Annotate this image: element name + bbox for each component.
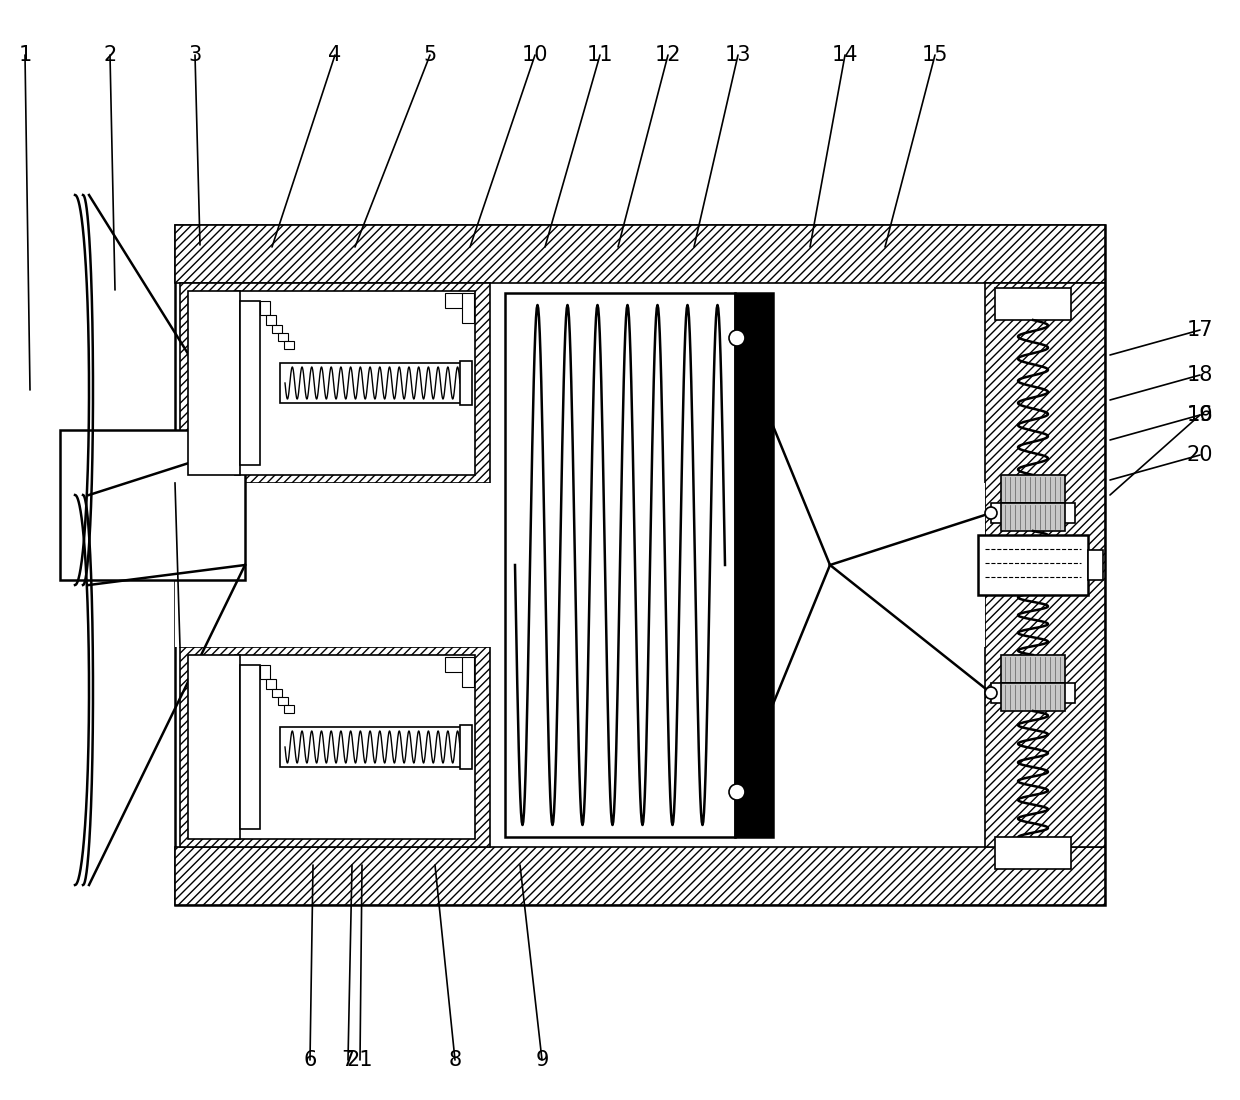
Bar: [735, 293, 773, 837]
Bar: [280, 727, 470, 767]
Bar: [267, 679, 277, 689]
Bar: [280, 363, 470, 403]
Text: 18: 18: [1187, 365, 1213, 385]
Bar: [460, 725, 472, 769]
Bar: [1001, 475, 1065, 503]
Bar: [460, 361, 472, 405]
Text: 6: 6: [304, 1050, 316, 1070]
Circle shape: [985, 688, 997, 698]
Text: 4: 4: [329, 45, 342, 65]
Bar: [463, 293, 474, 323]
Bar: [278, 333, 288, 341]
Bar: [278, 697, 288, 705]
Bar: [188, 654, 241, 839]
Text: 14: 14: [832, 45, 858, 65]
Bar: [445, 293, 465, 308]
Bar: [272, 689, 281, 697]
Bar: [236, 292, 475, 475]
Bar: [260, 301, 270, 315]
Bar: [991, 503, 1075, 522]
Circle shape: [729, 784, 745, 800]
Bar: [175, 483, 985, 647]
Text: 1: 1: [19, 45, 32, 65]
Text: 20: 20: [1187, 446, 1213, 465]
Bar: [463, 657, 474, 688]
Bar: [985, 283, 1105, 847]
Text: 2: 2: [103, 45, 117, 65]
Bar: [267, 315, 277, 324]
Bar: [1001, 654, 1065, 683]
Bar: [175, 847, 1105, 905]
Bar: [978, 535, 1087, 595]
Circle shape: [985, 507, 997, 519]
Bar: [994, 288, 1071, 320]
Bar: [241, 301, 260, 465]
Circle shape: [729, 330, 745, 346]
Bar: [1087, 550, 1104, 580]
Bar: [284, 705, 294, 713]
Bar: [180, 647, 490, 847]
Text: 12: 12: [655, 45, 681, 65]
Text: 15: 15: [921, 45, 949, 65]
Bar: [445, 657, 465, 672]
Text: 9: 9: [536, 1050, 548, 1070]
Text: 13: 13: [724, 45, 751, 65]
Bar: [241, 666, 260, 829]
Bar: [284, 341, 294, 349]
Text: 17: 17: [1187, 320, 1213, 340]
Bar: [272, 324, 281, 333]
Bar: [994, 837, 1071, 869]
Bar: [991, 683, 1075, 703]
Bar: [260, 666, 270, 679]
Bar: [60, 430, 246, 580]
Bar: [1001, 683, 1065, 711]
Bar: [1001, 503, 1065, 531]
Text: 11: 11: [587, 45, 614, 65]
Bar: [175, 226, 1105, 283]
Bar: [505, 293, 735, 837]
Text: 16: 16: [1187, 405, 1213, 425]
Bar: [180, 283, 490, 483]
Bar: [188, 292, 241, 475]
Bar: [175, 226, 1105, 905]
Text: 8: 8: [449, 1050, 461, 1070]
Text: 19: 19: [1187, 405, 1213, 425]
Text: 3: 3: [188, 45, 202, 65]
Text: 7: 7: [341, 1050, 355, 1070]
Text: 5: 5: [423, 45, 436, 65]
Text: 10: 10: [522, 45, 548, 65]
Bar: [236, 654, 475, 839]
Text: 21: 21: [347, 1050, 373, 1070]
